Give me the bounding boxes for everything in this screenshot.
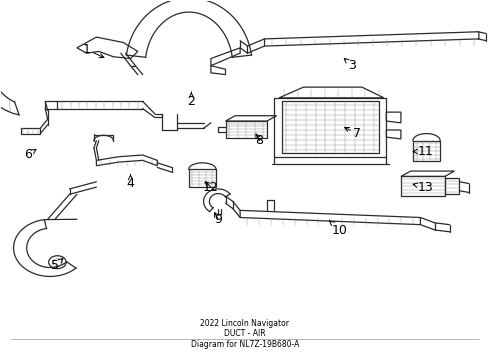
Text: 4: 4 bbox=[126, 174, 134, 190]
Text: 13: 13 bbox=[413, 181, 433, 194]
Text: 11: 11 bbox=[413, 145, 433, 158]
Text: 2: 2 bbox=[188, 92, 196, 108]
Text: 9: 9 bbox=[214, 212, 222, 226]
Text: 2022 Lincoln Navigator
DUCT - AIR
Diagram for NL7Z-19B680-A: 2022 Lincoln Navigator DUCT - AIR Diagra… bbox=[191, 319, 299, 348]
Text: 12: 12 bbox=[203, 181, 219, 194]
Text: 1: 1 bbox=[83, 43, 104, 58]
Text: 10: 10 bbox=[329, 221, 348, 237]
Text: 7: 7 bbox=[344, 127, 361, 140]
Text: 5: 5 bbox=[51, 258, 63, 272]
Text: 3: 3 bbox=[344, 58, 356, 72]
Text: 8: 8 bbox=[256, 134, 264, 147]
Text: 6: 6 bbox=[24, 148, 36, 162]
